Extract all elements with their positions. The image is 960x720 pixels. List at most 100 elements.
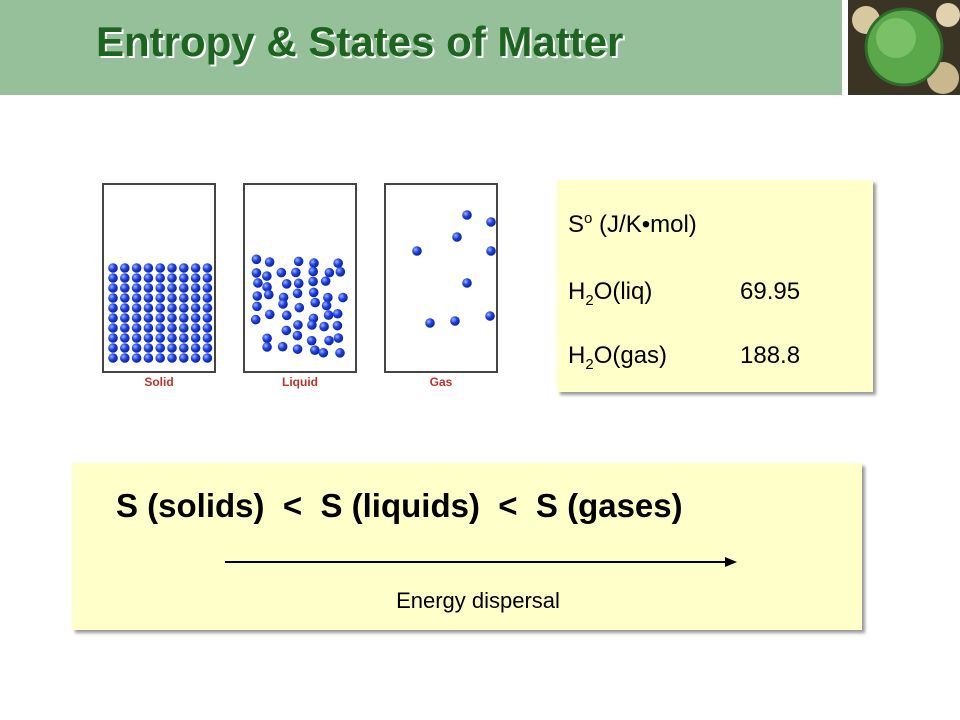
particle [143,263,154,273]
particle [155,273,165,283]
formula: O(gas) [593,342,668,369]
particle [425,318,435,328]
particle [167,303,177,313]
formula: H [568,342,586,369]
particle [155,333,165,343]
particle [108,323,118,333]
state-label: Solid [144,375,173,389]
particle [293,320,303,330]
particle [452,232,462,242]
particle [131,333,142,343]
particle [190,353,201,363]
particle [318,347,329,358]
particle [264,257,275,267]
entropy-table: So (J/K•mol) H2O(liq) 69.95 H2O(gas) 188.8 [557,180,873,392]
particle [319,321,329,332]
particle [190,303,201,313]
particle [108,303,118,313]
particle [252,301,262,312]
particle [486,217,496,227]
beaker [384,183,498,373]
particle [308,266,319,277]
particle [143,273,154,283]
particle [179,303,189,313]
particle [143,333,154,343]
particle [462,278,472,288]
entropy-value: 69.95 [740,278,801,305]
particle [120,273,130,283]
particle [263,289,274,300]
particle [292,330,303,341]
particle [120,283,130,293]
particle [202,263,213,273]
particle [108,293,118,303]
particle [167,353,177,363]
particle [292,344,303,354]
particle [202,293,213,303]
particle [332,320,343,331]
particle [281,278,292,289]
particle [120,303,130,313]
particle [253,278,263,288]
particle [179,353,189,363]
particle [155,303,165,313]
title: Entropy & States of Matter [96,18,624,65]
particle [251,268,262,278]
entropy-value: 188.8 [740,342,801,369]
particle [262,342,272,352]
particle [262,282,272,292]
particle [190,313,201,323]
arrow [225,557,737,567]
particle [120,313,130,323]
particle [324,267,335,278]
particle [294,302,305,313]
particle [179,333,189,343]
particle [108,343,118,353]
particle [143,313,154,323]
particle [167,293,177,303]
particle [167,283,177,293]
particle [167,323,177,333]
particle [251,254,262,265]
particle [143,323,154,333]
comparison-box: S (solids) < S (liquids) < S (gases) Ene… [72,463,862,630]
particle [131,343,142,353]
header-bar [0,0,842,95]
particle [179,263,189,273]
symbol: S [568,211,585,238]
particle [108,263,118,273]
particle [321,300,332,311]
subscript: 2 [585,291,594,309]
arrow-head [725,557,737,567]
particle [155,263,165,273]
particle [108,313,118,323]
particle [190,323,201,333]
superscript: o [584,210,593,227]
particle [308,287,319,298]
header-image [848,0,960,95]
particle [292,288,303,299]
particle [308,276,318,287]
particle [143,283,154,293]
particle [190,283,201,293]
particle [202,283,213,293]
particle [252,291,263,301]
particle [155,283,165,293]
particle [143,293,154,303]
image-shape [936,3,960,27]
particle [108,353,118,363]
particle [190,273,201,283]
unit: (J/K•mol) [599,211,697,238]
particle [324,335,334,346]
particle [190,343,201,353]
particle [108,273,118,283]
particle [190,263,201,273]
particle [277,341,288,352]
particle [462,210,472,220]
particle [120,333,130,343]
table-row: H2O(gas) 188.8 [568,342,868,373]
particle [131,283,142,293]
particle [276,267,287,278]
